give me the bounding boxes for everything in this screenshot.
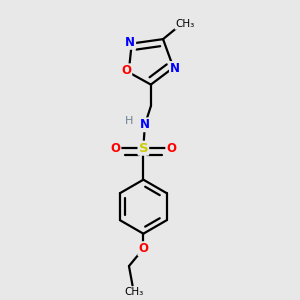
Text: O: O	[138, 242, 148, 255]
Text: S: S	[139, 142, 148, 155]
Text: O: O	[166, 142, 176, 155]
Text: CH₃: CH₃	[175, 19, 195, 29]
Text: H: H	[125, 116, 134, 126]
Text: CH₃: CH₃	[124, 287, 144, 297]
Text: O: O	[121, 64, 131, 77]
Text: O: O	[110, 142, 121, 155]
Text: N: N	[140, 118, 150, 131]
Text: N: N	[170, 62, 180, 75]
Text: N: N	[125, 36, 135, 49]
